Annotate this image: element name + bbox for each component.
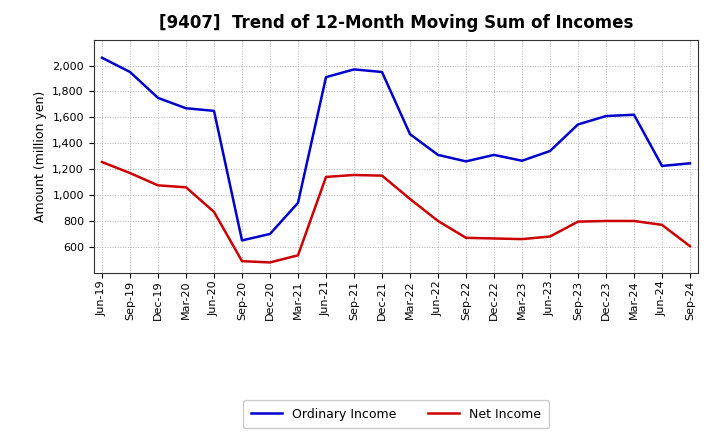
Net Income (546, 234, 554, 239)
Line: Net Income: Net Income (102, 162, 690, 262)
Ordinary Income (657, 163, 666, 169)
Ordinary Income (266, 231, 274, 237)
Net Income (462, 235, 470, 240)
Net Income (126, 170, 135, 176)
Ordinary Income (574, 122, 582, 127)
Ordinary Income (630, 112, 639, 117)
Net Income (602, 218, 611, 224)
Net Income (153, 183, 162, 188)
Ordinary Income (153, 95, 162, 100)
Ordinary Income (490, 152, 498, 158)
Net Income (210, 209, 218, 215)
Legend: Ordinary Income, Net Income: Ordinary Income, Net Income (243, 400, 549, 428)
Net Income (350, 172, 359, 178)
Ordinary Income (433, 152, 442, 158)
Net Income (98, 159, 107, 165)
Net Income (181, 185, 190, 190)
Net Income (518, 236, 526, 242)
Title: [9407]  Trend of 12-Month Moving Sum of Incomes: [9407] Trend of 12-Month Moving Sum of I… (159, 15, 633, 33)
Ordinary Income (181, 106, 190, 111)
Ordinary Income (210, 108, 218, 114)
Ordinary Income (238, 238, 246, 243)
Net Income (266, 260, 274, 265)
Net Income (378, 173, 387, 178)
Ordinary Income (518, 158, 526, 163)
Ordinary Income (126, 70, 135, 75)
Net Income (490, 236, 498, 241)
Net Income (238, 258, 246, 264)
Net Income (630, 218, 639, 224)
Ordinary Income (546, 148, 554, 154)
Net Income (322, 174, 330, 180)
Ordinary Income (685, 161, 694, 166)
Ordinary Income (378, 70, 387, 75)
Ordinary Income (350, 67, 359, 72)
Ordinary Income (462, 159, 470, 164)
Net Income (433, 218, 442, 224)
Ordinary Income (294, 200, 302, 205)
Net Income (294, 253, 302, 258)
Ordinary Income (322, 74, 330, 80)
Ordinary Income (98, 55, 107, 60)
Net Income (574, 219, 582, 224)
Net Income (685, 244, 694, 249)
Ordinary Income (602, 114, 611, 119)
Line: Ordinary Income: Ordinary Income (102, 58, 690, 240)
Net Income (657, 222, 666, 227)
Ordinary Income (405, 132, 414, 137)
Net Income (405, 196, 414, 202)
Y-axis label: Amount (million yen): Amount (million yen) (34, 91, 47, 222)
